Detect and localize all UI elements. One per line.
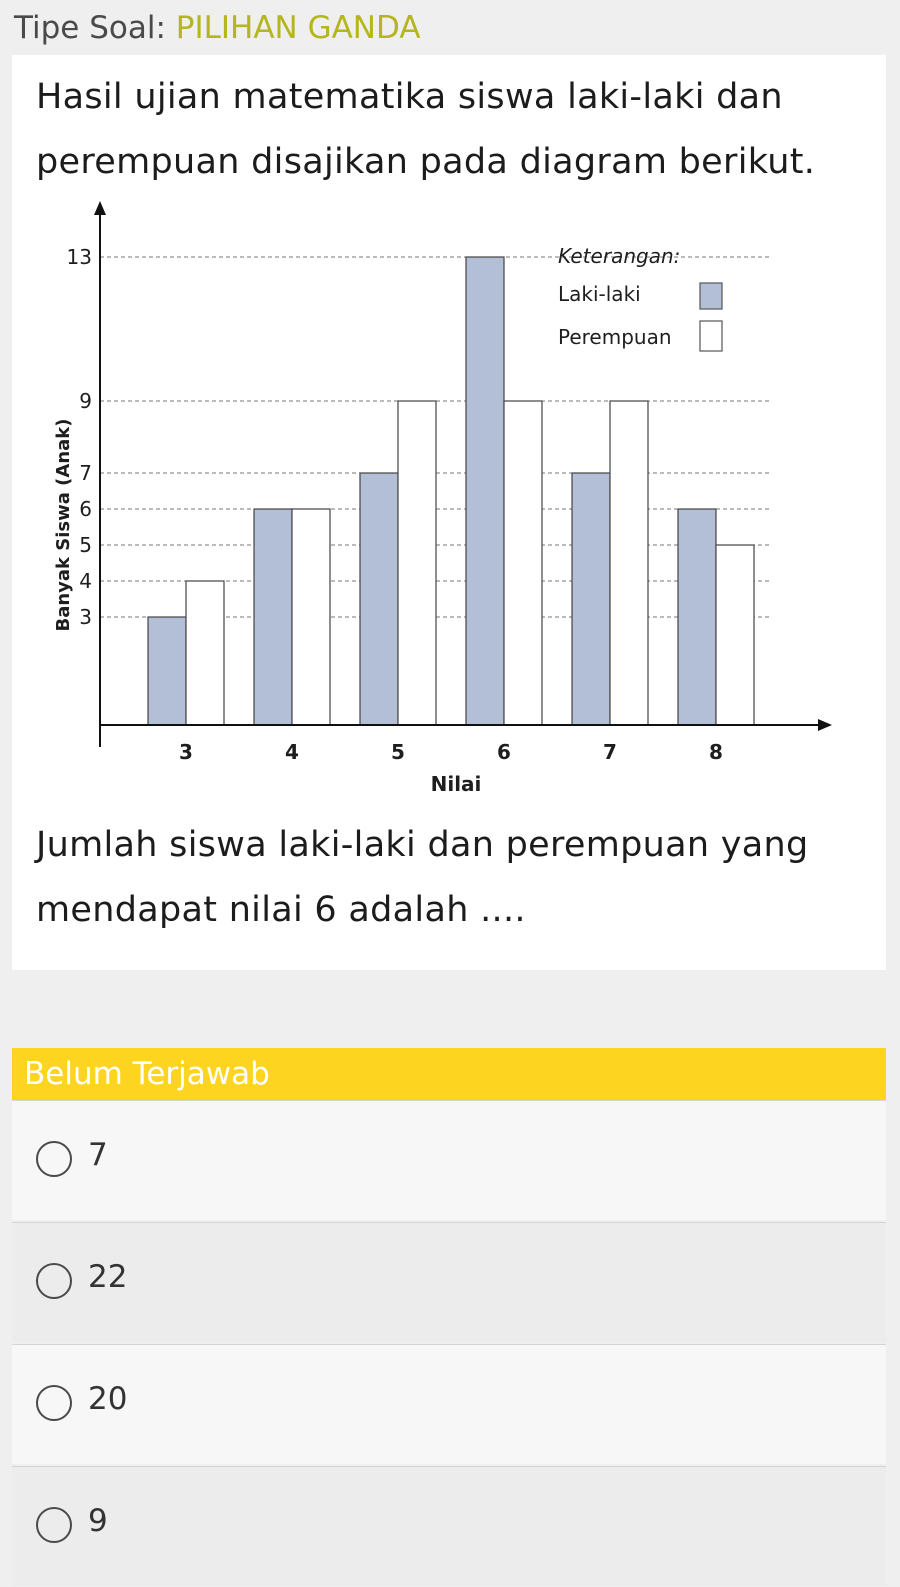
y-tick-label: 5 — [79, 533, 92, 557]
chart-axes: 3 4 5 6 7 8 3 4 5 6 7 9 13 — [67, 201, 832, 764]
x-tick-label: 7 — [603, 740, 617, 764]
chart-legend: Keterangan: Laki-laki Perempuan — [558, 244, 723, 352]
legend-title: Keterangan: — [558, 244, 680, 268]
legend-swatch-laki-laki — [699, 282, 723, 310]
chart-bars — [147, 256, 755, 726]
question-prompt-line-1: Jumlah siswa laki-laki dan perempuan yan… — [36, 825, 809, 865]
y-tick-label: 7 — [79, 461, 92, 485]
answer-option-label: 22 — [88, 1259, 128, 1295]
y-axis-arrow-icon — [94, 201, 106, 215]
answer-option-a[interactable]: 7 — [12, 1100, 886, 1220]
bar-laki-laki — [147, 616, 187, 726]
answer-option-label: 7 — [88, 1137, 108, 1173]
bar-perempuan — [609, 400, 649, 726]
x-tick-label: 3 — [179, 740, 193, 764]
y-tick-label: 13 — [67, 245, 92, 269]
y-tick-label: 3 — [79, 605, 92, 629]
legend-swatch-perempuan — [699, 320, 723, 352]
y-tick-label: 6 — [79, 497, 92, 521]
bar-perempuan — [715, 544, 755, 726]
bar-chart: 3 4 5 6 7 8 3 4 5 6 7 9 13 Banyak Siswa (Anak) Nilai… — [53, 201, 832, 796]
bar-perempuan — [503, 400, 543, 726]
question-intro-line-2: perempuan disajikan pada diagram berikut… — [36, 142, 816, 182]
bar-laki-laki — [359, 472, 399, 726]
bar-laki-laki — [571, 472, 611, 726]
question-type-line: Tipe Soal: PILIHAN GANDA — [14, 10, 421, 46]
radio-button[interactable] — [36, 1141, 72, 1177]
x-axis-label: Nilai — [431, 772, 482, 796]
bar-laki-laki — [677, 508, 717, 726]
answer-option-label: 20 — [88, 1381, 128, 1417]
question-type-value: PILIHAN GANDA — [175, 10, 421, 46]
question-card: Hasil ujian matematika siswa laki-laki d… — [12, 55, 886, 970]
legend-label-perempuan: Perempuan — [558, 325, 672, 349]
radio-button[interactable] — [36, 1385, 72, 1421]
legend-label-laki-laki: Laki-laki — [558, 282, 641, 306]
bar-laki-laki — [253, 508, 293, 726]
answer-option-b[interactable]: 22 — [12, 1222, 886, 1342]
radio-button[interactable] — [36, 1507, 72, 1543]
answer-status-banner: Belum Terjawab — [12, 1048, 886, 1100]
x-tick-label: 4 — [285, 740, 299, 764]
y-tick-label: 4 — [79, 569, 92, 593]
question-prompt-line-2: mendapat nilai 6 adalah .... — [36, 890, 526, 930]
x-tick-label: 6 — [497, 740, 511, 764]
question-type-label: Tipe Soal: — [14, 10, 176, 46]
y-tick-label: 9 — [79, 389, 92, 413]
x-tick-label: 8 — [709, 740, 723, 764]
bar-laki-laki — [465, 256, 505, 726]
x-axis-arrow-icon — [818, 719, 832, 731]
bar-perempuan — [291, 508, 331, 726]
answer-option-d[interactable]: 9 — [12, 1466, 886, 1586]
y-axis-label: Banyak Siswa (Anak) — [53, 418, 74, 631]
bar-perempuan — [185, 580, 225, 726]
radio-button[interactable] — [36, 1263, 72, 1299]
bar-perempuan — [397, 400, 437, 726]
x-tick-label: 5 — [391, 740, 405, 764]
answer-option-label: 9 — [88, 1503, 108, 1539]
answer-option-c[interactable]: 20 — [12, 1344, 886, 1464]
question-intro-line-1: Hasil ujian matematika siswa laki-laki d… — [36, 77, 783, 117]
